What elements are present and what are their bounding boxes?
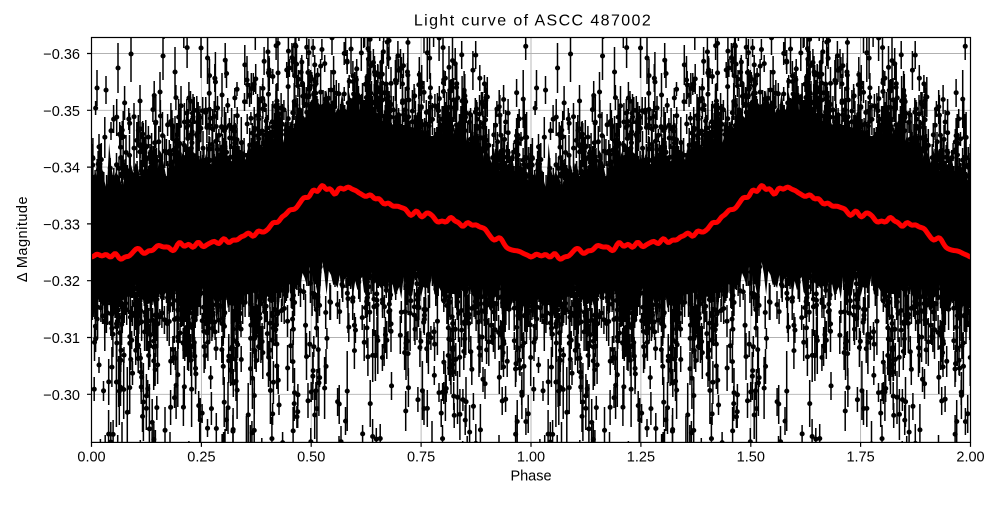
svg-text:1.50: 1.50 xyxy=(737,450,765,466)
svg-text:1.75: 1.75 xyxy=(846,450,874,466)
svg-text:0.75: 0.75 xyxy=(407,450,435,466)
svg-text:0.50: 0.50 xyxy=(297,450,325,466)
svg-text:2.00: 2.00 xyxy=(956,450,984,466)
svg-text:1.00: 1.00 xyxy=(517,450,545,466)
svg-text:−0.32: −0.32 xyxy=(43,274,80,290)
svg-text:0.00: 0.00 xyxy=(77,450,105,466)
svg-text:−0.33: −0.33 xyxy=(43,217,80,233)
svg-text:−0.36: −0.36 xyxy=(43,47,80,63)
svg-text:Light curve of ASCC 487002: Light curve of ASCC 487002 xyxy=(414,13,652,30)
svg-text:1.25: 1.25 xyxy=(627,450,655,466)
svg-text:Δ Magnitude: Δ Magnitude xyxy=(15,196,31,282)
svg-text:−0.31: −0.31 xyxy=(43,331,80,347)
svg-text:−0.34: −0.34 xyxy=(43,161,80,177)
svg-text:Phase: Phase xyxy=(510,469,551,485)
svg-text:−0.35: −0.35 xyxy=(43,104,80,120)
svg-text:−0.30: −0.30 xyxy=(43,388,80,404)
svg-text:0.25: 0.25 xyxy=(187,450,215,466)
